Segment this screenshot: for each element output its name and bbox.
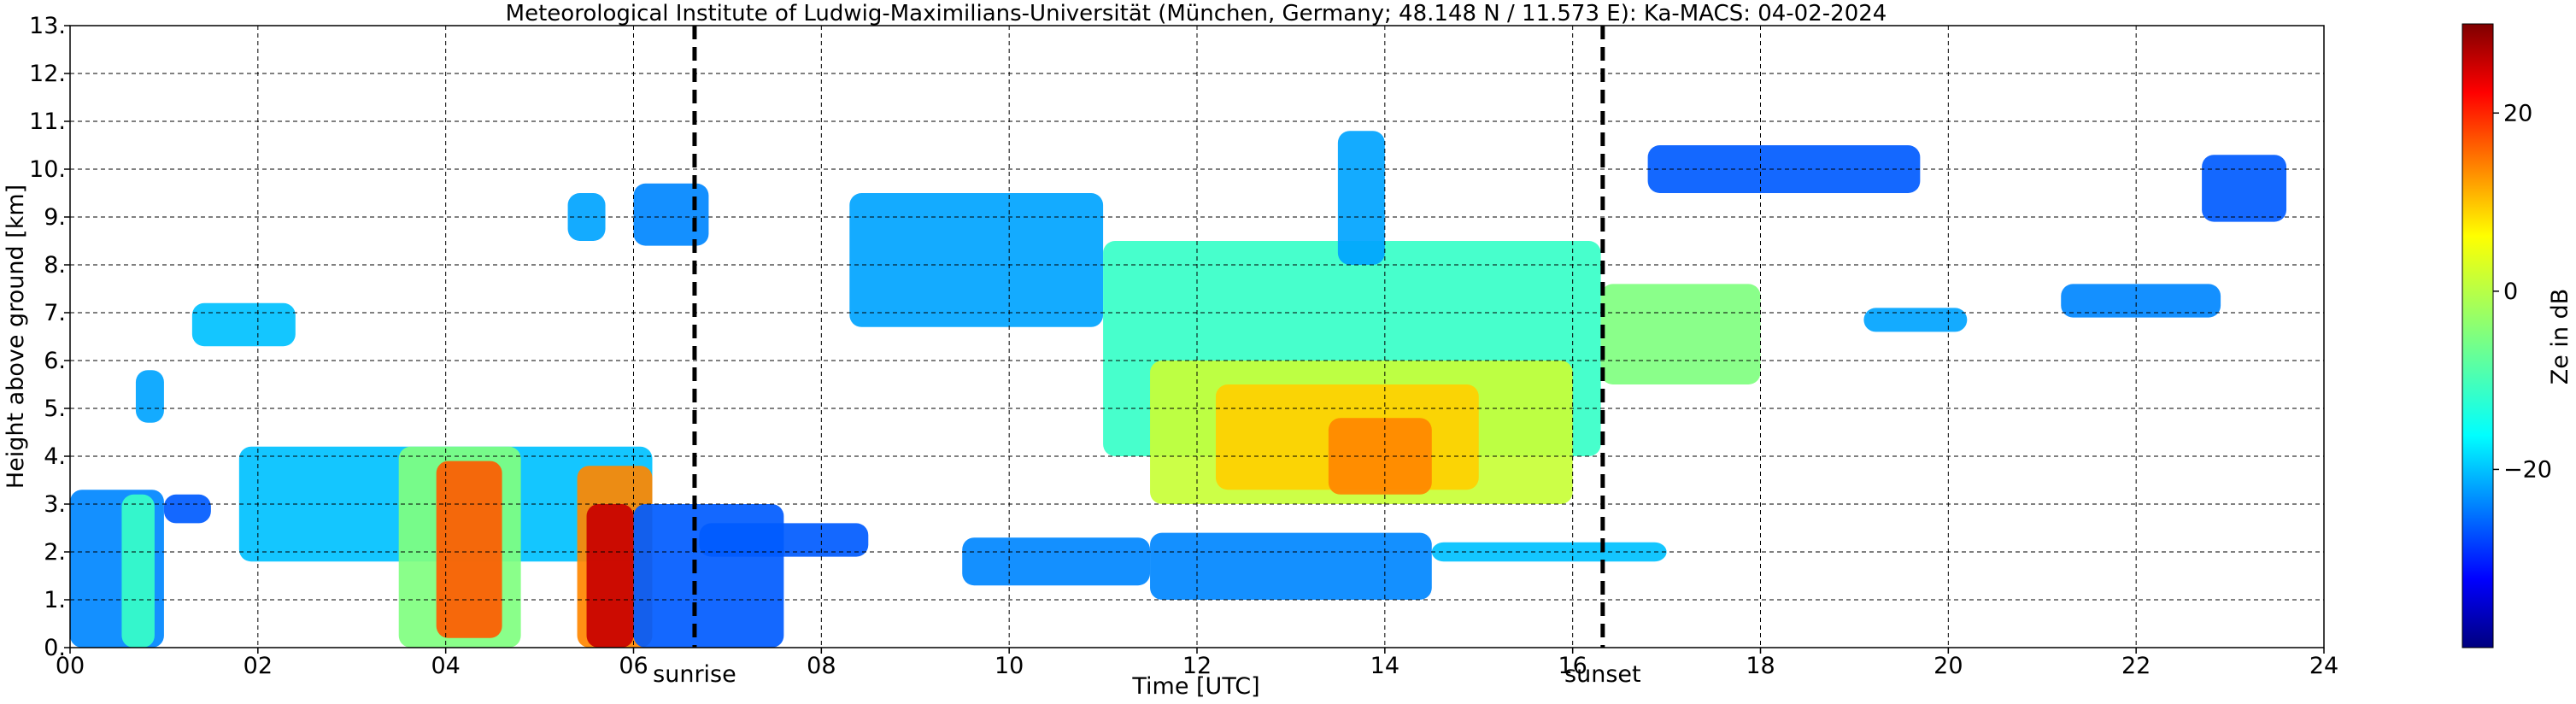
x-tick-label: 00 [56, 653, 85, 679]
y-tick-label: 0. [44, 635, 66, 661]
y-tick-label: 1. [44, 587, 66, 613]
echo-region-13 [699, 523, 869, 557]
y-axis-label: Height above ground [km] [3, 185, 29, 489]
x-tick-label: 14 [1370, 653, 1399, 679]
echo-region-27 [2202, 155, 2287, 222]
y-axis-ticks: 0. 1. 2. 3. 4. 5. 6. 7. 8. 9. 10. 11. 12. 13. [29, 13, 70, 661]
echo-region-7 [436, 461, 502, 638]
echo-region-1 [121, 494, 155, 648]
echo-region-2 [163, 494, 211, 524]
x-tick-label: 22 [2121, 653, 2151, 679]
echo-region-24 [1647, 145, 1921, 193]
echo-region-12 [633, 183, 709, 246]
y-tick-label: 5. [44, 396, 66, 422]
y-tick-label: 2. [44, 539, 66, 566]
x-tick-label: 12 [1182, 653, 1212, 679]
x-axis-ticks: 00 02 04 06 08 10 12 14 16 18 20 22 24 [56, 648, 2338, 679]
x-tick-label: 04 [431, 653, 460, 679]
x-axis-label: Time [UTC] [1131, 673, 1259, 700]
echo-region-26 [2061, 284, 2221, 318]
sunset-label: sunset [1564, 661, 1641, 688]
echo-region-20 [1337, 131, 1385, 265]
y-tick-label: 7. [44, 300, 66, 326]
echo-region-21 [1150, 532, 1432, 600]
y-tick-label: 6. [44, 348, 66, 374]
x-tick-label: 02 [244, 653, 273, 679]
echo-region-15 [962, 537, 1151, 586]
echo-region-3 [135, 370, 164, 423]
colorbar [2462, 23, 2494, 648]
y-tick-label: 4. [44, 443, 66, 470]
echo-region-23 [1600, 284, 1761, 384]
x-tick-label: 20 [1933, 653, 1963, 679]
y-tick-label: 8. [44, 252, 66, 279]
y-tick-label: 9. [44, 204, 66, 231]
y-tick-label: 10. [29, 156, 66, 183]
x-tick-label: 06 [619, 653, 648, 679]
colorbar-ticks: −20 0 20 [2493, 100, 2552, 483]
sunrise-label: sunrise [653, 661, 736, 688]
y-tick-label: 12. [29, 61, 66, 87]
colorbar-tick-label: 0 [2503, 279, 2518, 305]
sun-markers: sunrise sunset [653, 26, 1641, 688]
x-tick-label: 08 [807, 653, 836, 679]
x-tick-label: 16 [1558, 653, 1587, 679]
reflectivity-echoes [70, 131, 2287, 648]
y-tick-label: 13. [29, 13, 66, 39]
colorbar-tick-label: 20 [2503, 100, 2532, 126]
y-tick-label: 11. [29, 109, 66, 135]
echo-region-14 [849, 193, 1104, 327]
colorbar-label: Ze in dB [2547, 289, 2573, 385]
echo-region-25 [1863, 308, 1968, 332]
x-tick-label: 10 [995, 653, 1024, 679]
x-tick-label: 24 [2309, 653, 2338, 679]
echo-region-9 [586, 504, 634, 648]
chart-title: Meteorological Institute of Ludwig-Maxim… [506, 1, 1887, 26]
x-tick-label: 18 [1746, 653, 1775, 679]
y-tick-label: 3. [44, 491, 66, 518]
echo-region-4 [191, 302, 296, 347]
colorbar-tick-label: −20 [2503, 456, 2552, 483]
